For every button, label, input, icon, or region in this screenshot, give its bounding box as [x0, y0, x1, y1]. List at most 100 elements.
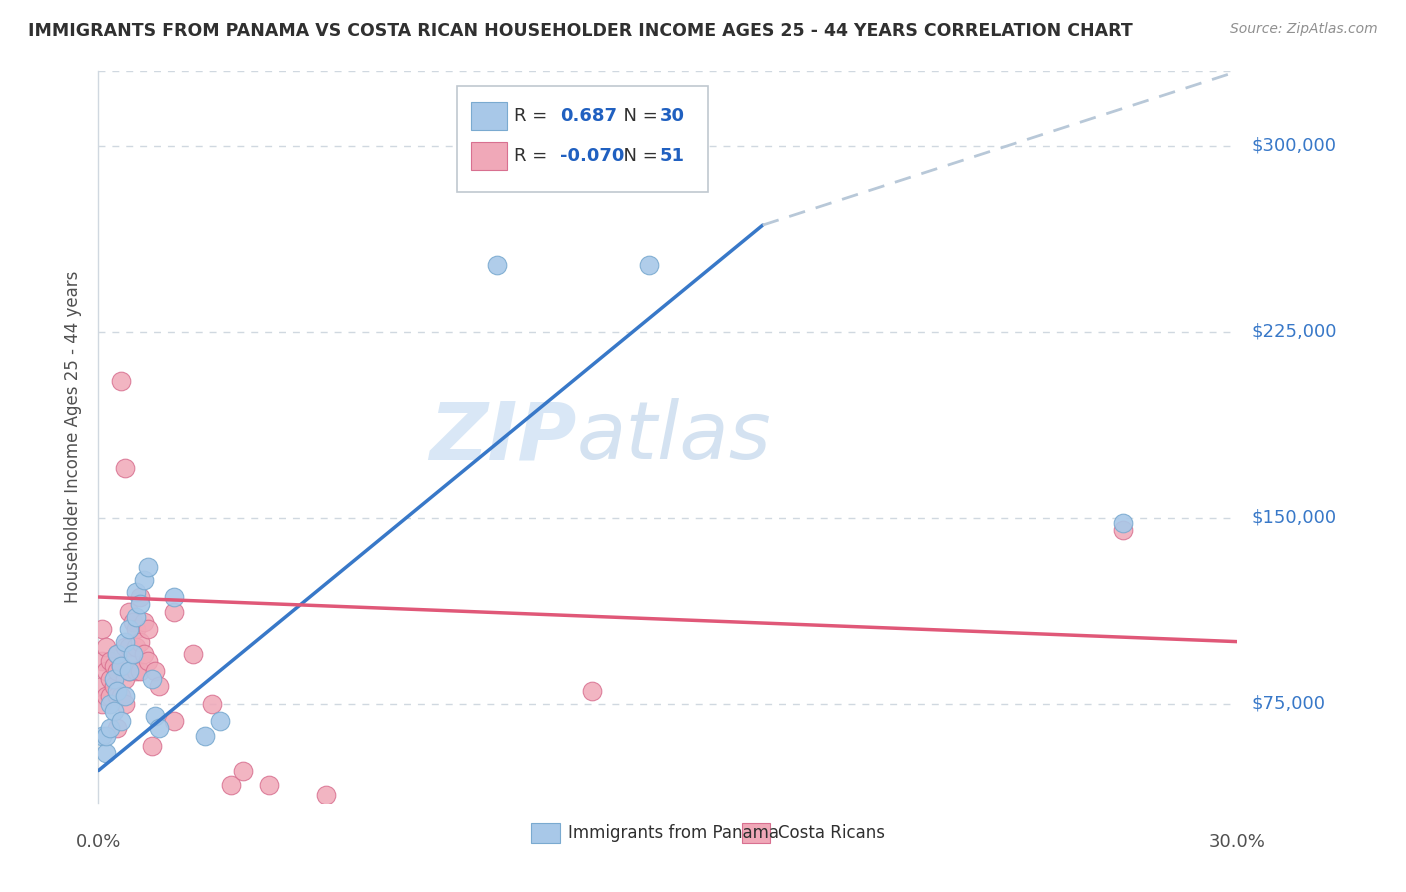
- Point: [1112, 516, 1135, 530]
- Point: [201, 697, 224, 711]
- Point: [94, 665, 117, 679]
- Point: [163, 714, 186, 728]
- Point: [94, 689, 117, 703]
- Point: [163, 590, 186, 604]
- Point: [221, 779, 243, 793]
- Point: [110, 659, 132, 673]
- FancyBboxPatch shape: [742, 822, 770, 843]
- Point: [194, 729, 217, 743]
- Point: [114, 640, 136, 654]
- Point: [132, 647, 155, 661]
- Text: 0.687: 0.687: [560, 107, 617, 125]
- Text: Source: ZipAtlas.com: Source: ZipAtlas.com: [1230, 22, 1378, 37]
- Text: $150,000: $150,000: [1251, 508, 1336, 526]
- Text: R =: R =: [515, 107, 553, 125]
- Point: [98, 697, 121, 711]
- Text: -0.070: -0.070: [560, 147, 624, 165]
- Point: [136, 655, 159, 669]
- Point: [114, 697, 136, 711]
- Point: [114, 689, 136, 703]
- Point: [110, 659, 132, 673]
- Point: [103, 679, 125, 693]
- Point: [114, 461, 136, 475]
- Point: [98, 655, 121, 669]
- Point: [91, 679, 114, 693]
- Point: [129, 665, 152, 679]
- Point: [107, 689, 129, 703]
- Point: [91, 697, 114, 711]
- Text: N =: N =: [612, 147, 664, 165]
- Point: [232, 764, 254, 778]
- Point: [107, 665, 129, 679]
- Text: atlas: atlas: [576, 398, 772, 476]
- Point: [132, 573, 155, 587]
- Point: [94, 640, 117, 654]
- Text: Costa Ricans: Costa Ricans: [779, 824, 886, 842]
- Point: [145, 665, 167, 679]
- Text: IMMIGRANTS FROM PANAMA VS COSTA RICAN HOUSEHOLDER INCOME AGES 25 - 44 YEARS CORR: IMMIGRANTS FROM PANAMA VS COSTA RICAN HO…: [28, 22, 1133, 40]
- Point: [486, 258, 509, 272]
- FancyBboxPatch shape: [457, 86, 707, 192]
- Point: [94, 729, 117, 743]
- Point: [118, 622, 141, 636]
- Text: 30.0%: 30.0%: [1209, 832, 1265, 851]
- Point: [107, 684, 129, 698]
- Text: $300,000: $300,000: [1251, 136, 1336, 154]
- Point: [315, 789, 337, 803]
- Point: [129, 590, 152, 604]
- Text: Immigrants from Panama: Immigrants from Panama: [568, 824, 779, 842]
- Point: [148, 722, 170, 736]
- Point: [98, 672, 121, 686]
- Point: [141, 672, 163, 686]
- Point: [638, 258, 661, 272]
- Point: [581, 684, 603, 698]
- Point: [1112, 523, 1135, 537]
- Point: [141, 739, 163, 753]
- FancyBboxPatch shape: [531, 822, 560, 843]
- Point: [118, 605, 141, 619]
- Point: [125, 610, 148, 624]
- Point: [110, 689, 132, 703]
- Point: [114, 672, 136, 686]
- Point: [129, 598, 152, 612]
- Point: [129, 634, 152, 648]
- Point: [121, 615, 143, 629]
- Point: [118, 640, 141, 654]
- Point: [98, 722, 121, 736]
- Point: [118, 665, 141, 679]
- Point: [136, 560, 159, 574]
- Text: $75,000: $75,000: [1251, 695, 1326, 713]
- Point: [91, 655, 114, 669]
- Text: $225,000: $225,000: [1251, 323, 1337, 341]
- Point: [98, 689, 121, 703]
- Text: N =: N =: [612, 107, 664, 125]
- Point: [145, 709, 167, 723]
- Point: [132, 615, 155, 629]
- Point: [107, 647, 129, 661]
- Point: [259, 779, 281, 793]
- Point: [114, 634, 136, 648]
- Point: [163, 605, 186, 619]
- Point: [91, 729, 114, 743]
- Point: [121, 647, 143, 661]
- Point: [110, 374, 132, 388]
- Point: [118, 665, 141, 679]
- Point: [125, 622, 148, 636]
- Point: [94, 746, 117, 760]
- Point: [107, 722, 129, 736]
- Point: [148, 679, 170, 693]
- Point: [103, 704, 125, 718]
- Point: [183, 647, 205, 661]
- Point: [103, 672, 125, 686]
- Text: R =: R =: [515, 147, 553, 165]
- Text: ZIP: ZIP: [429, 398, 576, 476]
- Point: [208, 714, 231, 728]
- Point: [121, 647, 143, 661]
- Text: 0.0%: 0.0%: [76, 832, 121, 851]
- Text: 51: 51: [659, 147, 685, 165]
- Point: [136, 622, 159, 636]
- Point: [91, 622, 114, 636]
- Point: [125, 640, 148, 654]
- Y-axis label: Householder Income Ages 25 - 44 years: Householder Income Ages 25 - 44 years: [65, 271, 83, 603]
- Point: [107, 647, 129, 661]
